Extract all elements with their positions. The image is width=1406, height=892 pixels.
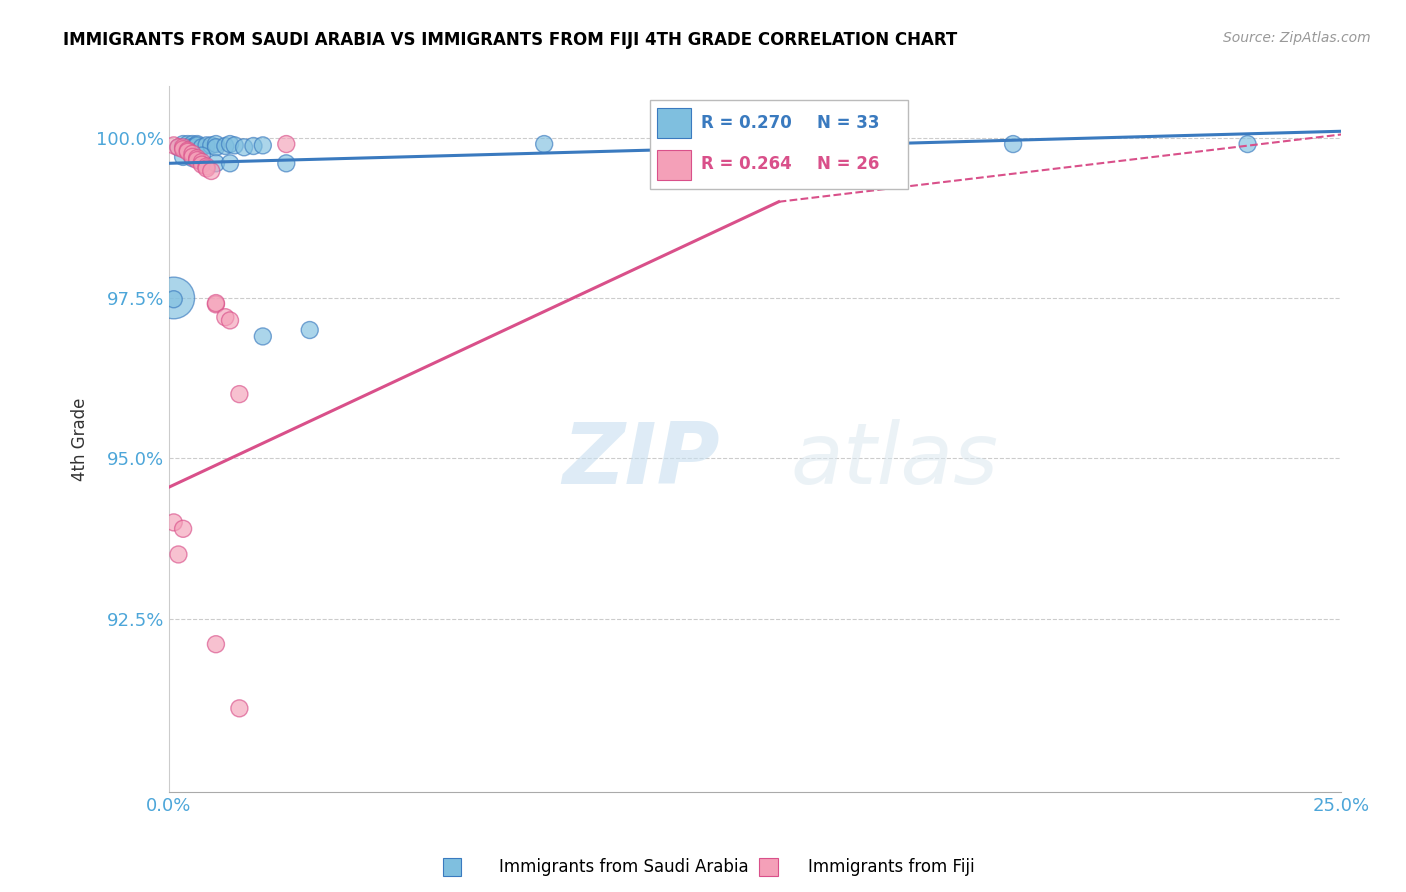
Point	[205, 140, 228, 154]
Point	[163, 516, 186, 530]
Point	[205, 156, 228, 170]
Point	[191, 155, 214, 169]
Point	[298, 323, 321, 337]
Point	[252, 329, 274, 343]
Point	[233, 140, 256, 154]
Point	[172, 142, 194, 156]
Point	[219, 156, 242, 170]
Point	[181, 137, 204, 152]
Point	[172, 140, 194, 154]
Point	[177, 145, 200, 159]
Text: atlas: atlas	[790, 418, 998, 501]
Point	[177, 144, 200, 158]
Point	[172, 522, 194, 536]
Point	[219, 313, 242, 327]
Point	[163, 291, 186, 305]
Point	[219, 137, 242, 152]
Point	[167, 140, 190, 154]
Point	[163, 292, 186, 306]
Point	[167, 140, 190, 154]
Text: IMMIGRANTS FROM SAUDI ARABIA VS IMMIGRANTS FROM FIJI 4TH GRADE CORRELATION CHART: IMMIGRANTS FROM SAUDI ARABIA VS IMMIGRAN…	[63, 31, 957, 49]
Point	[242, 139, 264, 153]
Point	[205, 297, 228, 311]
Point	[195, 138, 218, 153]
Point	[200, 138, 222, 153]
Point	[186, 153, 208, 167]
Point	[205, 137, 228, 152]
Point	[533, 137, 555, 152]
Point	[191, 140, 214, 154]
Point	[167, 548, 190, 562]
Point	[191, 158, 214, 172]
Point	[191, 148, 214, 162]
Point	[181, 140, 204, 154]
Point	[228, 387, 250, 401]
Text: Immigrants from Fiji: Immigrants from Fiji	[808, 858, 976, 876]
Point	[276, 156, 298, 170]
Point	[214, 310, 236, 325]
Point	[177, 140, 200, 154]
Point	[181, 151, 204, 165]
Point	[181, 146, 204, 161]
Text: Source: ZipAtlas.com: Source: ZipAtlas.com	[1223, 31, 1371, 45]
Point	[186, 151, 208, 165]
Point	[1236, 137, 1258, 152]
Point	[205, 296, 228, 310]
Point	[177, 137, 200, 152]
Point	[768, 160, 790, 174]
Point	[181, 150, 204, 164]
Y-axis label: 4th Grade: 4th Grade	[72, 397, 89, 481]
Point	[228, 701, 250, 715]
Point	[224, 138, 246, 153]
Point	[186, 137, 208, 152]
Text: ZIP: ZIP	[562, 418, 720, 501]
Point	[186, 138, 208, 153]
Point	[214, 139, 236, 153]
Point	[252, 138, 274, 153]
Point	[200, 164, 222, 178]
Point	[205, 637, 228, 651]
Text: Immigrants from Saudi Arabia: Immigrants from Saudi Arabia	[499, 858, 749, 876]
Point	[172, 150, 194, 164]
Point	[172, 137, 194, 152]
Point	[163, 138, 186, 153]
Point	[1002, 137, 1025, 152]
Point	[195, 160, 218, 174]
Point	[276, 137, 298, 152]
Point	[195, 161, 218, 176]
